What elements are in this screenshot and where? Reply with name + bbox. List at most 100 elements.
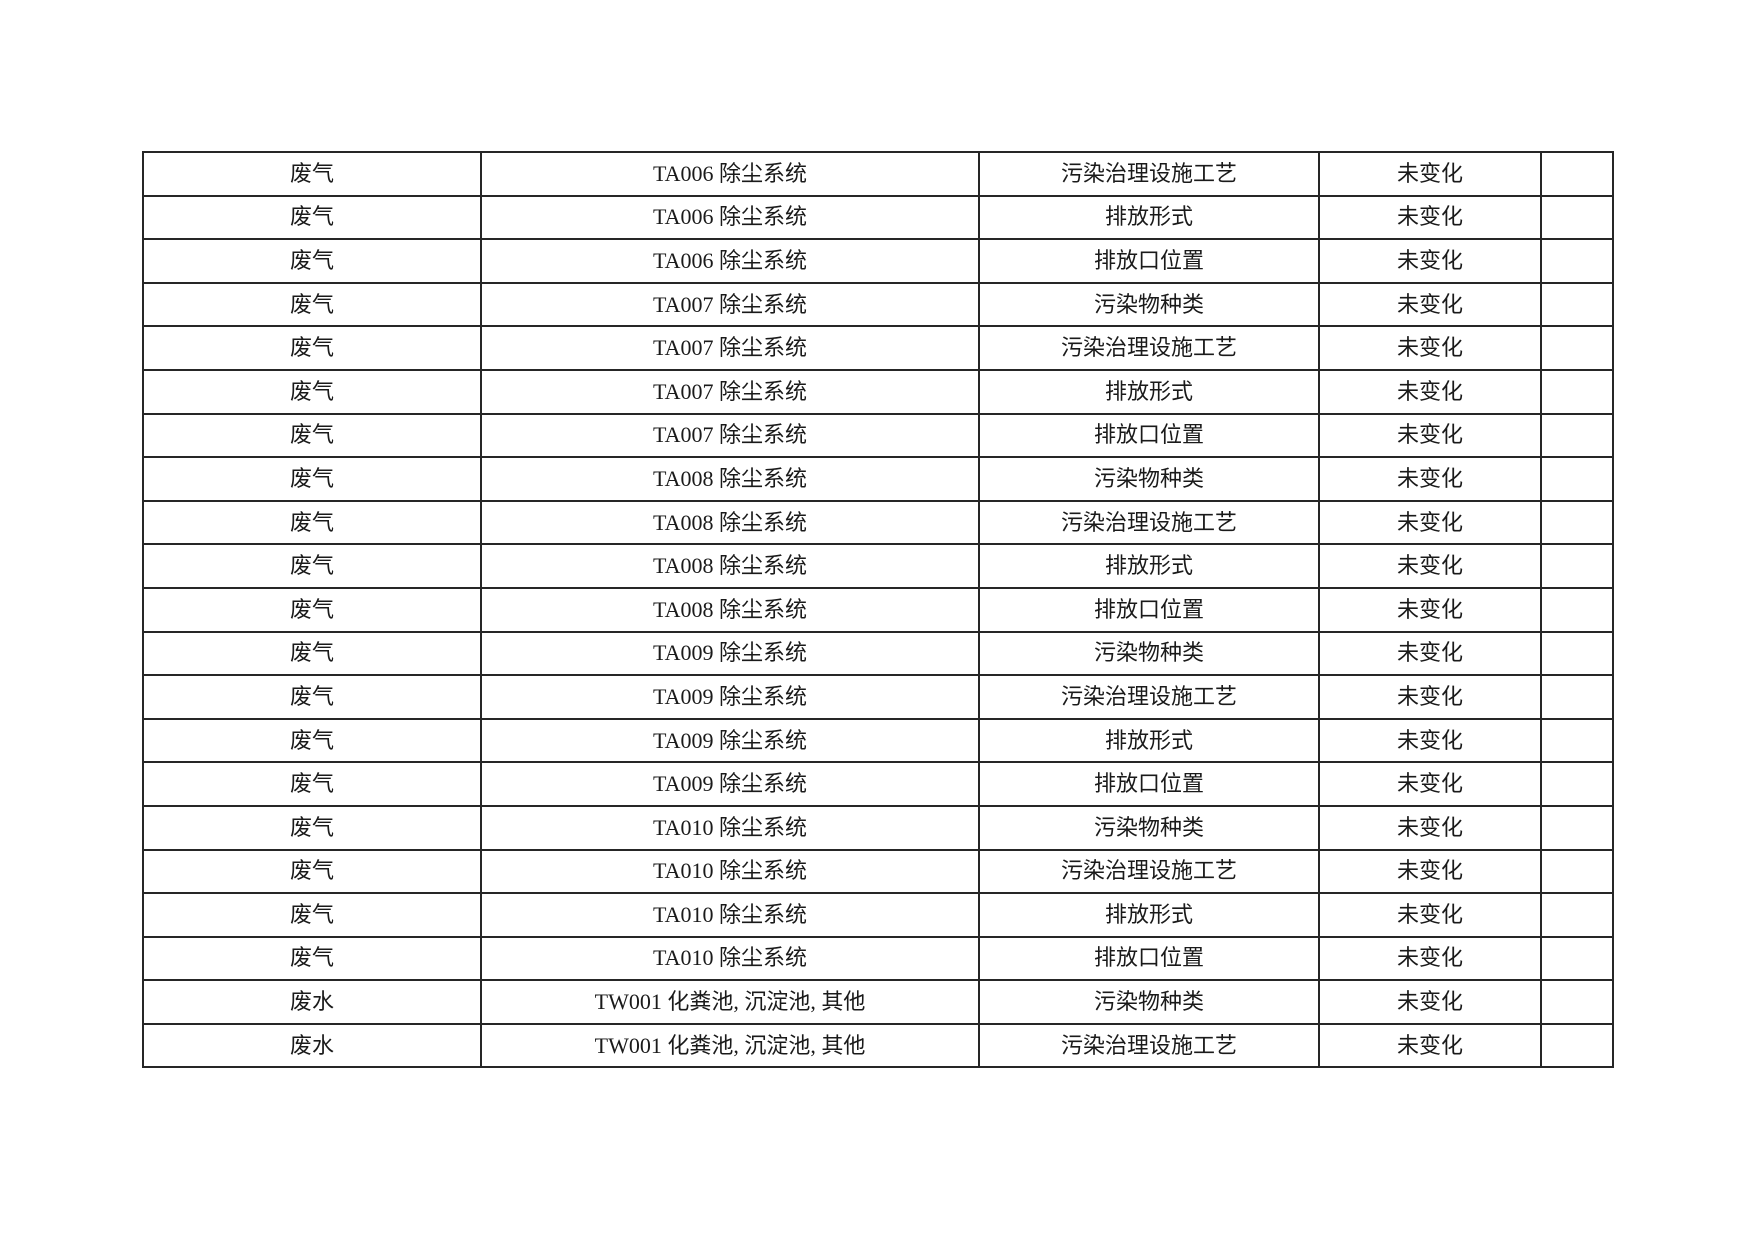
cell-category: 废气 bbox=[142, 456, 482, 502]
cell-facility: TA007 除尘系统 bbox=[480, 368, 980, 415]
cell-category: 废气 bbox=[142, 586, 482, 633]
table-row: 废气 TA007 除尘系统 排放口位置 未变化 bbox=[142, 412, 1614, 459]
table-row: 废气 TA006 除尘系统 污染治理设施工艺 未变化 bbox=[142, 151, 1614, 197]
cell-status: 未变化 bbox=[1318, 238, 1542, 284]
cell-status: 未变化 bbox=[1318, 543, 1542, 589]
cell-facility: TA006 除尘系统 bbox=[480, 151, 980, 197]
cell-status: 未变化 bbox=[1318, 848, 1542, 895]
cell-category: 废水 bbox=[142, 979, 482, 1025]
cell-status: 未变化 bbox=[1318, 674, 1542, 720]
cell-facility: TA006 除尘系统 bbox=[480, 194, 980, 241]
cell-note bbox=[1540, 543, 1614, 589]
cell-item: 污染物种类 bbox=[978, 979, 1320, 1025]
cell-status: 未变化 bbox=[1318, 281, 1542, 328]
table-row: 废气 TA010 除尘系统 污染物种类 未变化 bbox=[142, 804, 1614, 851]
cell-item: 排放形式 bbox=[978, 543, 1320, 589]
cell-category: 废气 bbox=[142, 848, 482, 895]
table-row: 废气 TA006 除尘系统 排放口位置 未变化 bbox=[142, 238, 1614, 284]
cell-item: 排放形式 bbox=[978, 194, 1320, 241]
cell-item: 排放口位置 bbox=[978, 238, 1320, 284]
cell-facility: TA008 除尘系统 bbox=[480, 586, 980, 633]
cell-status: 未变化 bbox=[1318, 761, 1542, 807]
table-row: 废气 TA007 除尘系统 污染治理设施工艺 未变化 bbox=[142, 325, 1614, 371]
cell-note bbox=[1540, 935, 1614, 982]
cell-category: 废气 bbox=[142, 761, 482, 807]
cell-facility: TA010 除尘系统 bbox=[480, 804, 980, 851]
cell-status: 未变化 bbox=[1318, 979, 1542, 1025]
cell-status: 未变化 bbox=[1318, 368, 1542, 415]
cell-item: 污染治理设施工艺 bbox=[978, 674, 1320, 720]
cell-facility: TA010 除尘系统 bbox=[480, 848, 980, 895]
cell-note bbox=[1540, 761, 1614, 807]
cell-note bbox=[1540, 630, 1614, 677]
cell-note bbox=[1540, 238, 1614, 284]
cell-facility: TA007 除尘系统 bbox=[480, 412, 980, 459]
cell-category: 废气 bbox=[142, 543, 482, 589]
cell-item: 污染治理设施工艺 bbox=[978, 848, 1320, 895]
cell-note bbox=[1540, 586, 1614, 633]
cell-category: 废气 bbox=[142, 717, 482, 764]
cell-category: 废气 bbox=[142, 325, 482, 371]
cell-note bbox=[1540, 325, 1614, 371]
cell-category: 废气 bbox=[142, 674, 482, 720]
cell-item: 污染治理设施工艺 bbox=[978, 1022, 1320, 1069]
cell-category: 废气 bbox=[142, 499, 482, 546]
cell-note bbox=[1540, 368, 1614, 415]
table-row: 废气 TA010 除尘系统 污染治理设施工艺 未变化 bbox=[142, 848, 1614, 895]
cell-category: 废水 bbox=[142, 1022, 482, 1069]
cell-status: 未变化 bbox=[1318, 151, 1542, 197]
cell-status: 未变化 bbox=[1318, 412, 1542, 459]
cell-status: 未变化 bbox=[1318, 717, 1542, 764]
cell-note bbox=[1540, 412, 1614, 459]
cell-facility: TA010 除尘系统 bbox=[480, 892, 980, 938]
cell-facility: TA009 除尘系统 bbox=[480, 630, 980, 677]
cell-facility: TA009 除尘系统 bbox=[480, 717, 980, 764]
table-row: 废气 TA007 除尘系统 排放形式 未变化 bbox=[142, 368, 1614, 415]
table-row: 废气 TA009 除尘系统 污染治理设施工艺 未变化 bbox=[142, 674, 1614, 720]
cell-facility: TA010 除尘系统 bbox=[480, 935, 980, 982]
cell-facility: TA008 除尘系统 bbox=[480, 543, 980, 589]
cell-status: 未变化 bbox=[1318, 892, 1542, 938]
table-body: 废气 TA006 除尘系统 污染治理设施工艺 未变化 废气 TA006 除尘系统 排放形式未… bbox=[142, 151, 1614, 1069]
cell-category: 废气 bbox=[142, 630, 482, 677]
cell-item: 排放形式 bbox=[978, 717, 1320, 764]
cell-category: 废气 bbox=[142, 412, 482, 459]
cell-facility: TA008 除尘系统 bbox=[480, 456, 980, 502]
cell-item: 污染物种类 bbox=[978, 630, 1320, 677]
table-row: 废气 TA010 除尘系统 排放口位置 未变化 bbox=[142, 935, 1614, 982]
pollution-change-table: 废气 TA006 除尘系统 污染治理设施工艺 未变化 废气 TA006 除尘系统 排放形式未… bbox=[142, 151, 1614, 1069]
cell-note bbox=[1540, 456, 1614, 502]
cell-item: 污染物种类 bbox=[978, 281, 1320, 328]
table-row: 废气 TA008 除尘系统 污染治理设施工艺 未变化 bbox=[142, 499, 1614, 546]
cell-facility: TA009 除尘系统 bbox=[480, 761, 980, 807]
cell-status: 未变化 bbox=[1318, 194, 1542, 241]
cell-note bbox=[1540, 499, 1614, 546]
cell-note bbox=[1540, 848, 1614, 895]
cell-status: 未变化 bbox=[1318, 804, 1542, 851]
cell-category: 废气 bbox=[142, 935, 482, 982]
cell-item: 污染治理设施工艺 bbox=[978, 325, 1320, 371]
cell-item: 污染治理设施工艺 bbox=[978, 151, 1320, 197]
table-row: 废气 TA008 除尘系统 污染物种类 未变化 bbox=[142, 456, 1614, 502]
table-row: 废水 TW001 化粪池, 沉淀池, 其他 污染物种类 未变化 bbox=[142, 979, 1614, 1025]
table-row: 废气 TA009 除尘系统 排放口位置 未变化 bbox=[142, 761, 1614, 807]
cell-facility: TW001 化粪池, 沉淀池, 其他 bbox=[480, 1022, 980, 1069]
cell-category: 废气 bbox=[142, 368, 482, 415]
cell-facility: TA007 除尘系统 bbox=[480, 325, 980, 371]
table-row: 废气 TA010 除尘系统 排放形式 未变化 bbox=[142, 892, 1614, 938]
cell-note bbox=[1540, 281, 1614, 328]
cell-item: 排放口位置 bbox=[978, 412, 1320, 459]
cell-status: 未变化 bbox=[1318, 325, 1542, 371]
cell-status: 未变化 bbox=[1318, 630, 1542, 677]
cell-item: 排放形式 bbox=[978, 892, 1320, 938]
cell-facility: TA009 除尘系统 bbox=[480, 674, 980, 720]
cell-note bbox=[1540, 1022, 1614, 1069]
cell-category: 废气 bbox=[142, 804, 482, 851]
table-row: 废水 TW001 化粪池, 沉淀池, 其他 污染治理设施工艺 未变化 bbox=[142, 1022, 1614, 1069]
cell-note bbox=[1540, 674, 1614, 720]
cell-note bbox=[1540, 804, 1614, 851]
cell-status: 未变化 bbox=[1318, 499, 1542, 546]
table-row: 废气 TA009 除尘系统 污染物种类 未变化 bbox=[142, 630, 1614, 677]
cell-status: 未变化 bbox=[1318, 935, 1542, 982]
